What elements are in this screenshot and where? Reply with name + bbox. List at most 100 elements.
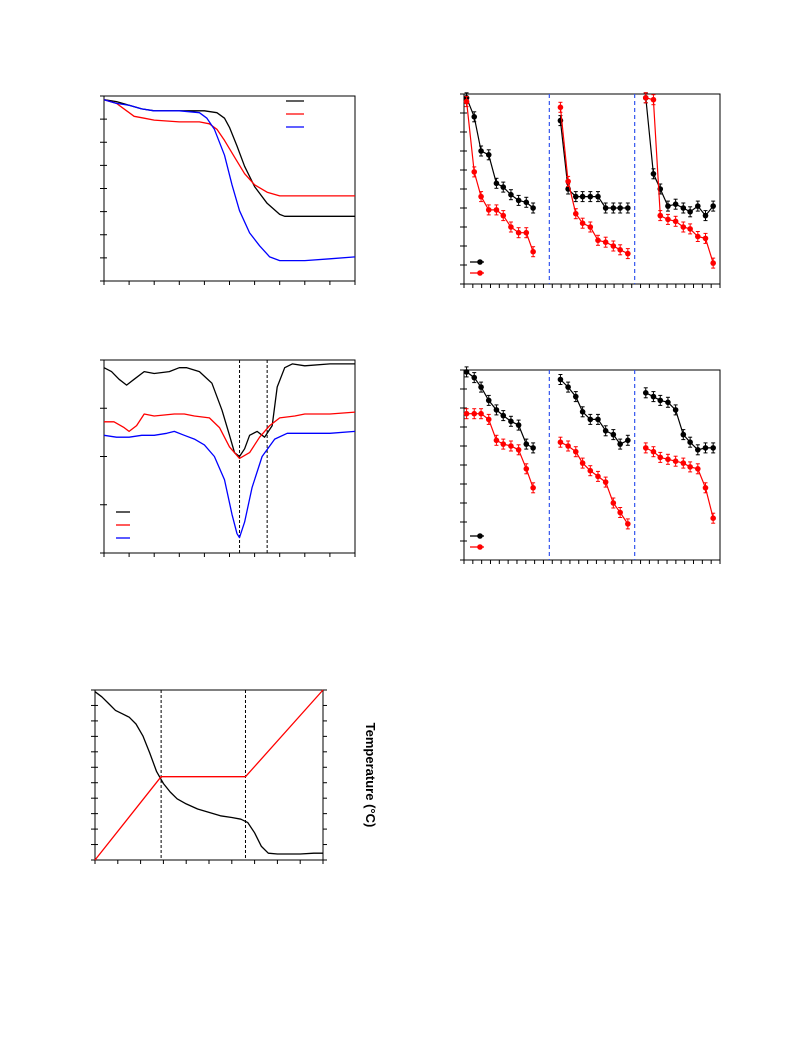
series-line bbox=[466, 101, 534, 252]
data-point bbox=[579, 220, 586, 226]
series-line bbox=[94, 691, 323, 855]
data-point bbox=[530, 445, 536, 451]
data-point bbox=[657, 454, 664, 461]
series-line bbox=[559, 120, 628, 209]
data-point bbox=[610, 431, 617, 438]
data-point bbox=[680, 224, 687, 230]
legend-marker bbox=[477, 544, 483, 550]
data-point bbox=[565, 384, 571, 390]
data-point bbox=[485, 152, 492, 158]
right-axis-label-temperature: Temperature (°C) bbox=[363, 723, 378, 828]
data-point bbox=[471, 169, 478, 175]
data-point bbox=[587, 193, 594, 200]
data-point bbox=[610, 500, 617, 506]
data-point bbox=[500, 412, 507, 419]
data-point bbox=[579, 409, 586, 415]
data-point bbox=[617, 509, 623, 516]
data-point bbox=[508, 224, 514, 230]
data-point bbox=[650, 96, 657, 103]
data-point bbox=[493, 437, 500, 444]
data-point bbox=[650, 171, 657, 177]
data-point bbox=[642, 95, 649, 101]
data-point bbox=[602, 205, 609, 211]
data-point bbox=[710, 203, 716, 209]
data-point bbox=[587, 467, 594, 474]
series-line bbox=[103, 99, 356, 262]
data-point bbox=[665, 399, 671, 406]
data-point bbox=[557, 439, 564, 446]
data-point bbox=[695, 447, 701, 453]
plot-frame bbox=[103, 95, 356, 282]
data-point bbox=[710, 260, 716, 266]
data-point bbox=[687, 209, 693, 215]
plot-frame bbox=[94, 689, 324, 861]
data-point bbox=[579, 460, 586, 466]
data-point bbox=[702, 445, 709, 451]
data-point bbox=[680, 205, 687, 211]
data-point bbox=[710, 515, 716, 521]
data-point bbox=[565, 443, 571, 449]
panel-c-chart bbox=[100, 359, 356, 557]
series-line bbox=[104, 411, 356, 460]
data-point bbox=[530, 248, 536, 255]
data-point bbox=[485, 416, 492, 423]
data-point bbox=[557, 104, 564, 111]
data-point bbox=[463, 410, 470, 417]
data-point bbox=[508, 443, 514, 449]
data-point bbox=[572, 193, 579, 200]
data-point bbox=[695, 203, 701, 209]
data-point bbox=[478, 193, 484, 200]
data-point bbox=[508, 418, 514, 425]
series-line bbox=[94, 689, 324, 861]
data-point bbox=[710, 445, 716, 451]
series-line bbox=[466, 371, 534, 449]
data-point bbox=[695, 233, 701, 240]
data-point bbox=[579, 193, 586, 200]
data-point bbox=[485, 397, 492, 404]
data-point bbox=[595, 237, 601, 244]
data-point bbox=[695, 466, 701, 472]
data-point bbox=[702, 235, 709, 242]
series-line bbox=[559, 379, 629, 445]
series-line bbox=[103, 363, 355, 458]
data-point bbox=[471, 410, 478, 417]
data-point bbox=[672, 218, 679, 225]
data-point bbox=[642, 445, 649, 451]
series-line bbox=[645, 97, 714, 264]
data-point bbox=[702, 485, 709, 491]
data-point bbox=[530, 485, 536, 491]
data-point bbox=[665, 456, 671, 463]
data-point bbox=[557, 376, 564, 383]
series-line bbox=[103, 99, 355, 197]
plot-frame bbox=[103, 359, 356, 554]
data-point bbox=[493, 407, 500, 413]
legend-marker bbox=[477, 259, 483, 265]
series-line bbox=[466, 413, 534, 489]
data-point bbox=[617, 205, 623, 211]
data-point bbox=[493, 207, 500, 213]
data-point bbox=[463, 369, 470, 375]
data-point bbox=[523, 229, 530, 236]
data-point bbox=[602, 479, 609, 485]
data-point bbox=[610, 243, 617, 249]
data-point bbox=[610, 205, 617, 211]
panel-e-chart bbox=[91, 689, 327, 864]
data-point bbox=[680, 431, 687, 438]
data-point bbox=[602, 239, 609, 245]
data-point bbox=[665, 203, 671, 209]
series-line bbox=[645, 392, 714, 451]
data-point bbox=[587, 416, 594, 423]
data-point bbox=[650, 448, 657, 455]
series-line bbox=[645, 447, 714, 519]
data-point bbox=[687, 439, 693, 446]
data-point bbox=[625, 250, 631, 257]
data-point bbox=[642, 390, 649, 396]
data-point bbox=[500, 441, 507, 447]
data-point bbox=[572, 210, 579, 217]
data-point bbox=[523, 466, 530, 472]
data-point bbox=[617, 247, 623, 253]
series-line bbox=[559, 107, 629, 255]
series-line bbox=[645, 97, 714, 217]
data-point bbox=[687, 464, 693, 470]
series-line bbox=[103, 430, 356, 539]
